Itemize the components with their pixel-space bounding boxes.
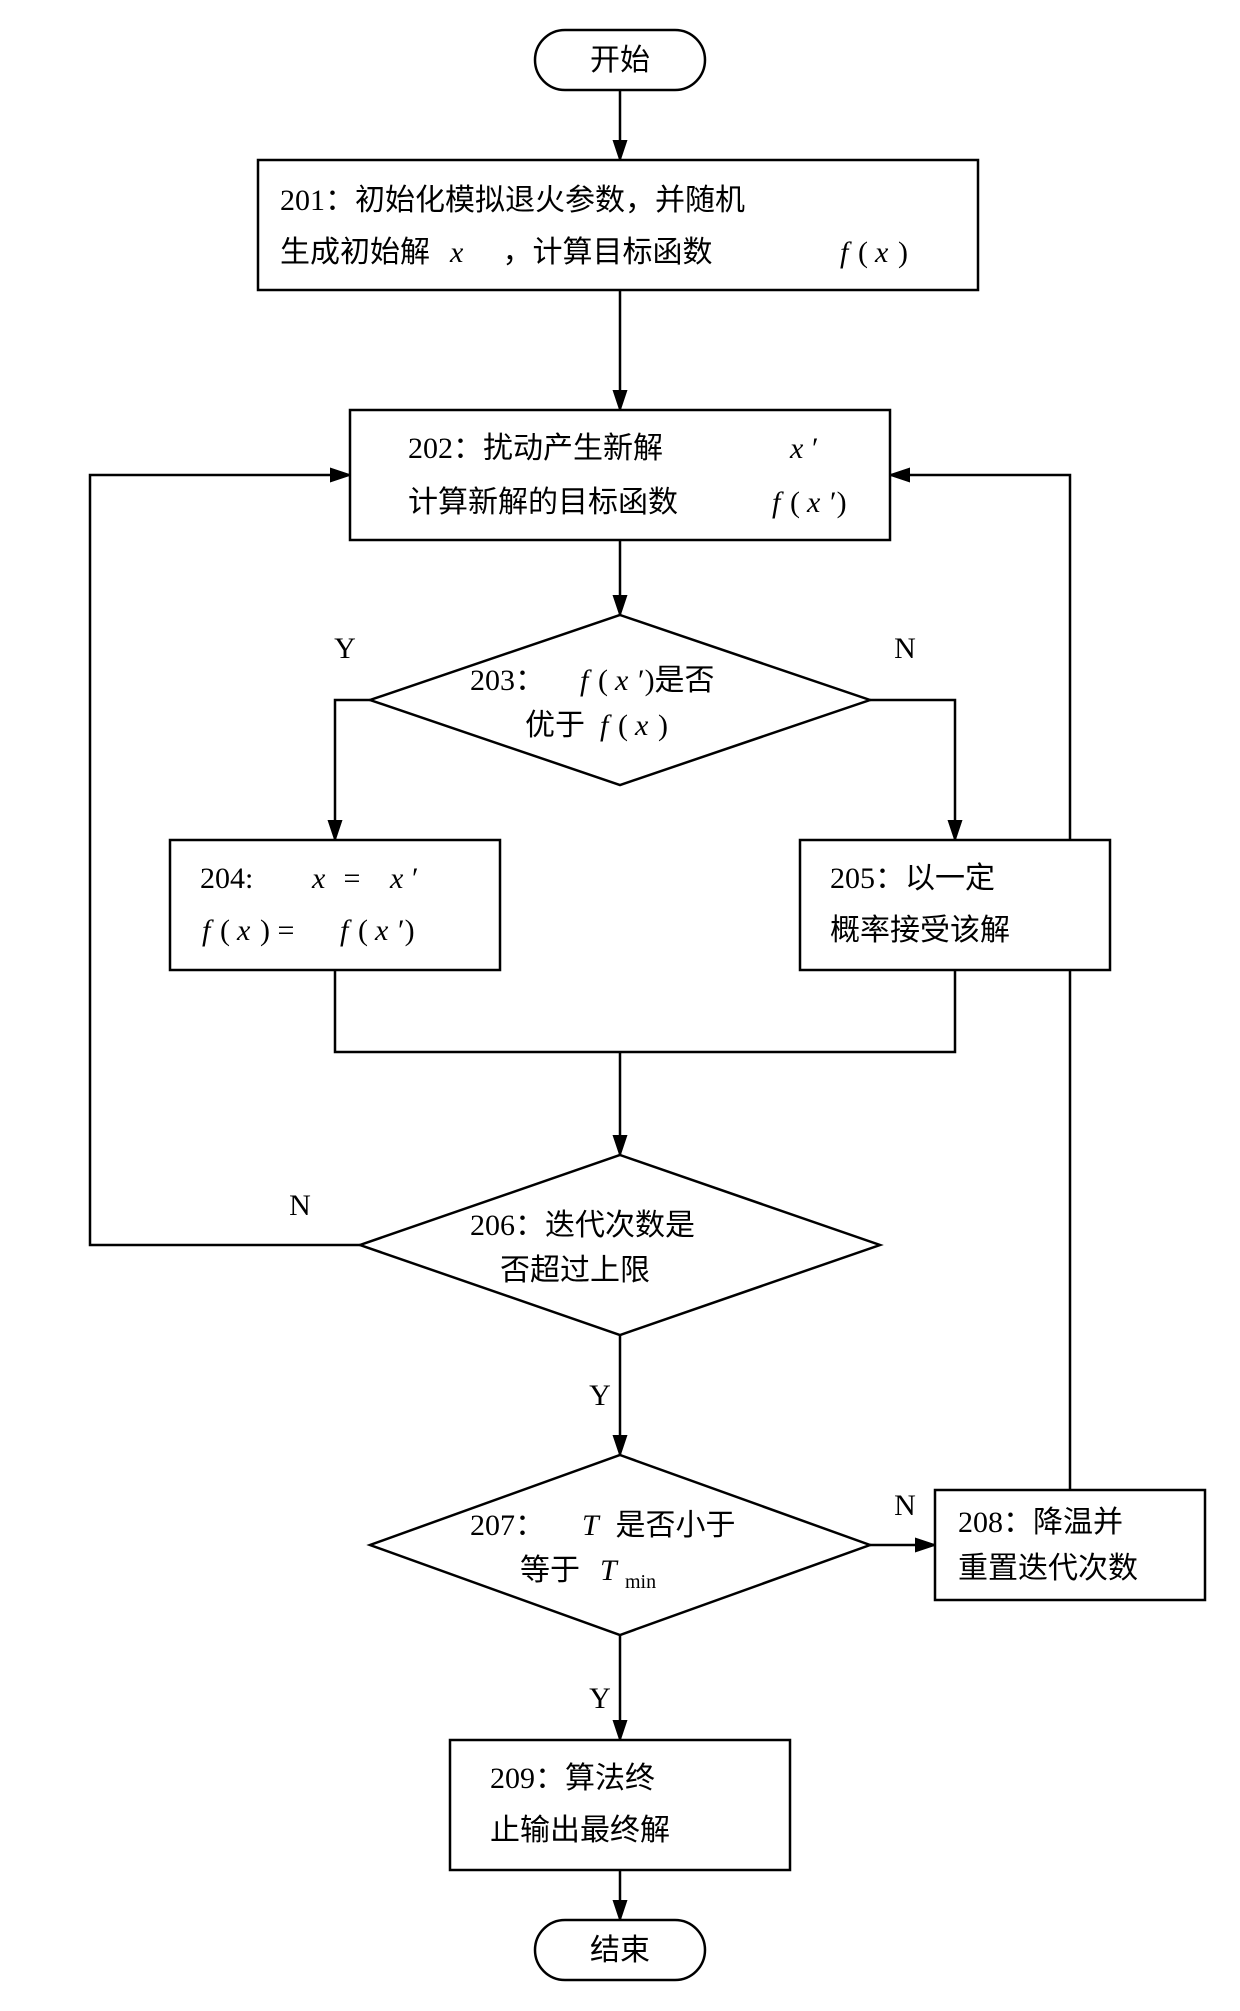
node-n201 [258, 160, 978, 290]
node-n207 [370, 1455, 870, 1635]
edge [335, 970, 620, 1052]
node-n203 [370, 615, 870, 785]
node-text-n205: 概率接受该解 [830, 914, 1010, 947]
node-text-n208: 重置迭代次数 [958, 1552, 1138, 1585]
node-n205 [800, 840, 1110, 970]
node-label: 开始 [590, 44, 650, 77]
edge-label: N [894, 1489, 916, 1522]
flowchart-diagram: YNNYNY开始结束201：初始化模拟退火参数，并随机生成初始解 x ，计算目标… [0, 0, 1240, 2011]
edge-label: Y [589, 1379, 611, 1412]
edge-label: Y [334, 632, 356, 665]
edge-label: N [894, 632, 916, 665]
node-text-n206: 否超过上限 [500, 1254, 650, 1287]
node-n209 [450, 1740, 790, 1870]
edge-label: N [289, 1189, 311, 1222]
node-n206 [360, 1155, 880, 1335]
node-n202 [350, 410, 890, 540]
node-text-n209: 209：算法终 [490, 1762, 655, 1795]
node-text-n201: 201：初始化模拟退火参数，并随机 [280, 184, 745, 217]
node-text-n208: 208：降温并 [958, 1506, 1123, 1539]
node-n204 [170, 840, 500, 970]
node-text-n206: 206：迭代次数是 [470, 1209, 695, 1242]
node-text-n209: 止输出最终解 [490, 1814, 670, 1847]
edge [870, 700, 955, 840]
edge [620, 970, 955, 1052]
node-label: 结束 [590, 1934, 650, 1967]
edge [335, 700, 370, 840]
edge-label: Y [589, 1682, 611, 1715]
node-text-n205: 205：以一定 [830, 862, 995, 895]
edge [890, 475, 1070, 1490]
